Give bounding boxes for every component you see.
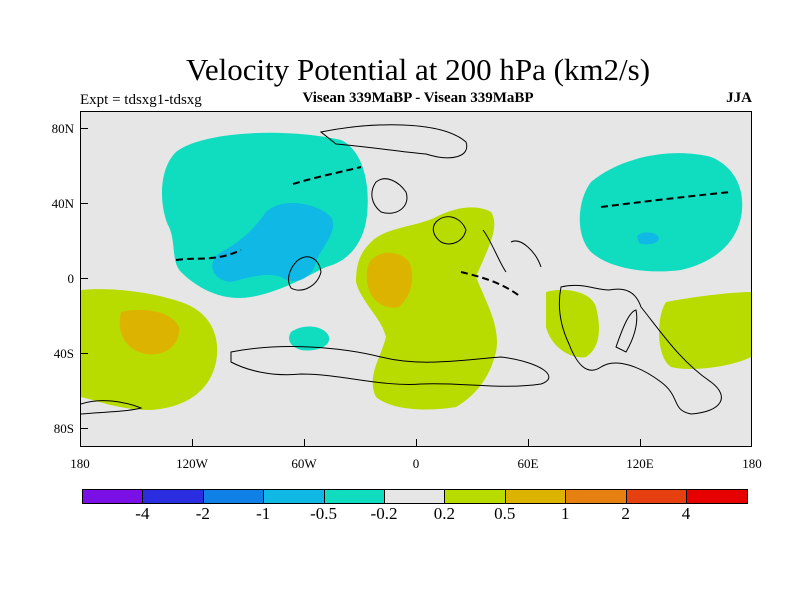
- colorbar-label: -0.5: [310, 504, 338, 523]
- colorbar-swatch: [566, 490, 627, 503]
- lat-tick: [80, 203, 88, 204]
- lon-label-0: 0: [412, 456, 420, 471]
- colorbar-label: 2: [621, 504, 630, 523]
- lat-label-80s: 80S: [53, 421, 74, 436]
- coastlines: [81, 124, 722, 415]
- lon-label-120w: 120W: [176, 456, 208, 471]
- comparison-label: Visean 339MaBP - Visean 339MaBP: [302, 90, 534, 106]
- colorbar-swatch: [445, 490, 506, 503]
- map-panel: [80, 111, 752, 447]
- lon-label-120e: 120E: [626, 456, 654, 471]
- season-label: JJA: [726, 90, 752, 106]
- colorbar-label: -1: [256, 504, 271, 523]
- contour-blue-northeast: [637, 232, 659, 245]
- colorbar-label: 1: [560, 504, 570, 523]
- lat-label-40n: 40N: [51, 196, 74, 211]
- lon-tick: [304, 439, 305, 447]
- contour-green-east: [546, 289, 599, 358]
- colorbar-label: 0.5: [494, 504, 516, 523]
- colorbar-swatch: [686, 490, 748, 503]
- colorbar-swatch: [83, 490, 144, 503]
- colorbar-swatch: [264, 490, 325, 503]
- experiment-label: Expt = tdsxg1-tdsxg: [80, 92, 202, 108]
- colorbar-label: 0.2: [433, 504, 456, 523]
- contour-teal-northeast: [579, 153, 743, 272]
- lon-label-60w: 60W: [291, 456, 317, 471]
- lon-tick: [192, 439, 193, 447]
- colorbar-label: -2: [195, 504, 210, 523]
- dashed-coastlines: [175, 166, 732, 298]
- colorbar-swatch: [203, 490, 265, 503]
- lon-tick: [640, 439, 641, 447]
- colorbar-label: -0.2: [370, 504, 398, 523]
- contour-teal-south: [289, 326, 330, 351]
- lat-tick: [80, 128, 88, 129]
- contour-blue-core: [212, 202, 334, 282]
- contour-green-central: [356, 207, 497, 410]
- contour-yellow-central: [366, 252, 413, 308]
- lon-tick: [528, 439, 529, 447]
- lat-tick: [80, 428, 88, 429]
- contour-yellow-southwest: [119, 309, 180, 355]
- lon-label-180w: 180: [70, 456, 90, 471]
- colorbar-swatch: [626, 490, 687, 503]
- colorbar-label: 4: [681, 504, 691, 523]
- colorbar-swatch: [324, 490, 385, 503]
- lat-label-40s: 40S: [53, 346, 74, 361]
- map-canvas: [81, 124, 751, 415]
- lon-tick: [416, 439, 417, 447]
- colorbar-swatch: [384, 490, 446, 503]
- colorbar-label: -4: [135, 504, 150, 523]
- lat-label-80n: 80N: [51, 121, 74, 136]
- lat-label-0: 0: [67, 271, 75, 286]
- lon-label-60e: 60E: [517, 456, 539, 471]
- lat-tick: [80, 278, 88, 279]
- colorbar-swatch: [505, 490, 567, 503]
- lon-label-180e: 180: [742, 456, 762, 471]
- colorbar: [82, 489, 749, 504]
- chart-title: Velocity Potential at 200 hPa (km2/s): [185, 52, 651, 87]
- colorbar-swatch: [143, 490, 204, 503]
- contour-green-far-east: [659, 292, 751, 369]
- lat-tick: [80, 353, 88, 354]
